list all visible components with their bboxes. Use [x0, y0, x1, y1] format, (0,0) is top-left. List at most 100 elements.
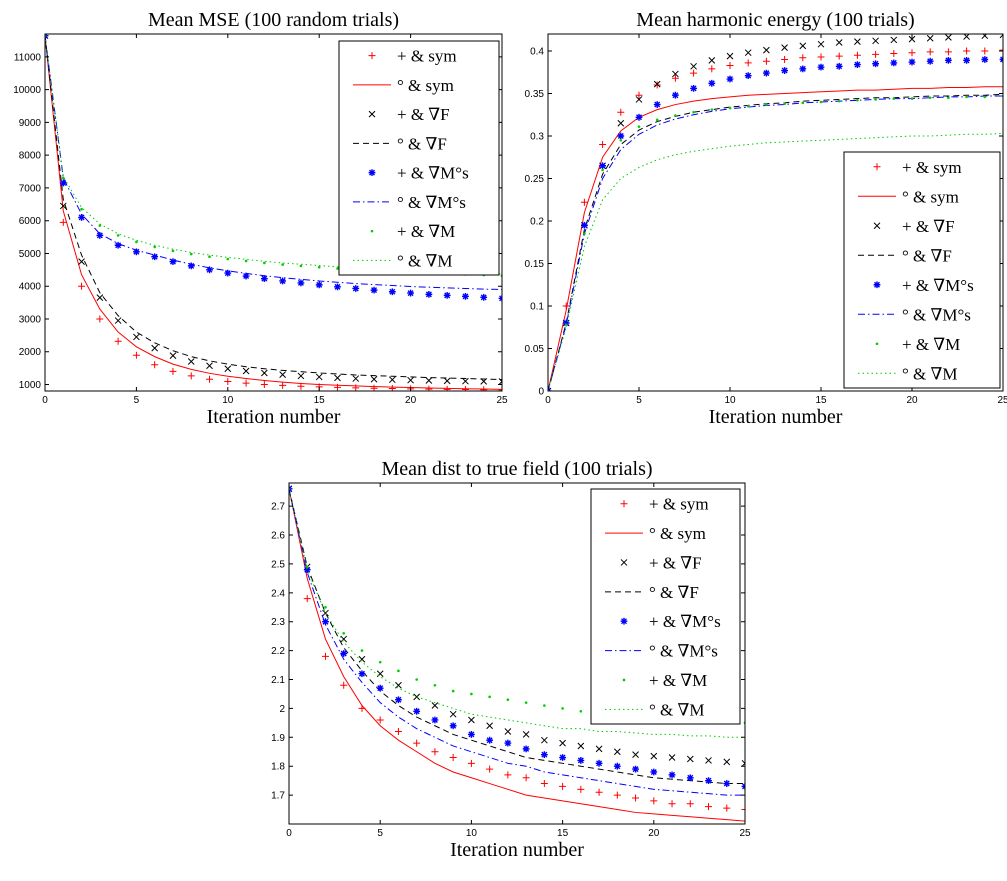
series-plus-nabla-m-point — [244, 259, 248, 263]
series-plus-nabla-f-point — [744, 49, 752, 57]
series-o-nabla-mos-line — [289, 488, 745, 796]
series-plus-sym-point — [890, 50, 898, 58]
y-tick-label: 6000 — [19, 216, 42, 227]
y-tick-label: 0.15 — [525, 259, 545, 270]
series-plus-nabla-mos-point — [322, 618, 329, 626]
x-tick-label: 10 — [222, 395, 234, 406]
series-plus-nabla-mos-point — [723, 780, 731, 787]
series-plus-sym-point — [599, 141, 607, 148]
series-plus-nabla-f-point — [981, 34, 989, 40]
y-tick-label: 7000 — [19, 183, 42, 194]
series-plus-nabla-f-point — [96, 294, 104, 302]
series-plus-nabla-m-point — [543, 704, 546, 707]
x-tick-label: 5 — [636, 395, 642, 406]
series-plus-nabla-m-point — [983, 95, 987, 99]
y-tick-label: 2.1 — [271, 675, 285, 686]
series-o-nabla-mos-line — [45, 35, 502, 290]
series-plus-nabla-m-point — [637, 125, 641, 128]
series-plus-sym-point — [817, 53, 825, 61]
axes-frame — [44, 33, 503, 392]
series-plus-sym-point — [781, 56, 789, 63]
y-tick-label: 2 — [279, 704, 285, 715]
series-plus-sym-point — [595, 788, 603, 796]
legend-o-sym-label: ° & sym — [397, 76, 454, 95]
series-plus-nabla-f-point — [486, 722, 493, 730]
y-tick-label: 4000 — [19, 282, 42, 293]
legend-o-nabla-m-label: ° & ∇M — [649, 700, 705, 719]
series-plus-nabla-f-point — [388, 376, 396, 384]
series-plus-nabla-f-point — [999, 34, 1003, 39]
series-plus-nabla-f-point — [653, 80, 661, 88]
y-tick-label: 0.4 — [530, 47, 544, 58]
series-plus-nabla-mos-point — [835, 62, 843, 70]
series-plus-nabla-m-point — [397, 669, 400, 673]
y-tick-label: 1000 — [19, 380, 42, 391]
chart-mse: Mean MSE (100 random trials) 0 5 10 15 20 25 10… — [13, 9, 508, 428]
series-plus-nabla-mos-point — [817, 63, 825, 71]
series-plus-nabla-f-point — [206, 362, 213, 370]
series-plus-nabla-f-point — [617, 119, 625, 127]
y-tick-label: 0.2 — [530, 217, 544, 228]
legend-plus-nabla-f-label: + & ∇F — [649, 553, 702, 572]
chart-title: Mean MSE (100 random trials) — [148, 9, 399, 31]
series-plus-nabla-mos-point — [635, 113, 643, 121]
legend-o-nabla-m-label: ° & ∇M — [902, 364, 958, 383]
series-plus-nabla-f-point — [425, 377, 433, 384]
y-tick-label: 2000 — [19, 347, 42, 358]
series-plus-nabla-mos-point — [632, 765, 639, 773]
x-tick-label: 25 — [739, 828, 751, 839]
series-plus-nabla-m-point — [856, 99, 859, 102]
series-plus-nabla-m-point — [342, 631, 346, 635]
y-tick-label: 9000 — [19, 118, 42, 129]
legend-plus-sym-label: + & sym — [397, 47, 457, 66]
series-plus-nabla-mos-point — [781, 67, 788, 74]
series-plus-nabla-m-point — [728, 106, 732, 110]
x-tick-label: 15 — [557, 828, 569, 839]
series-plus-nabla-mos-point — [686, 774, 694, 782]
x-tick-label: 5 — [377, 828, 383, 839]
legend-o-nabla-f-label: ° & ∇F — [902, 246, 952, 265]
series-plus-sym-point — [853, 51, 861, 59]
series-plus-nabla-f-point — [468, 716, 475, 724]
legend-o-nabla-m-label: ° & ∇M — [397, 251, 453, 270]
series-plus-sym-point — [425, 385, 433, 391]
series-plus-sym-point — [522, 774, 530, 782]
series-plus-nabla-f-point — [498, 378, 502, 385]
series-plus-sym-point — [708, 65, 716, 73]
series-plus-nabla-mos-point — [114, 241, 122, 249]
series-plus-nabla-mos-point — [581, 221, 588, 229]
series-plus-nabla-f-point — [908, 35, 916, 43]
y-tick-label: 2.7 — [271, 502, 285, 513]
series-plus-nabla-mos-point — [151, 253, 159, 261]
series-plus-nabla-f-point — [322, 609, 329, 617]
y-tick-label: 1.8 — [271, 762, 285, 773]
legend-plus-nabla-f-label: + & ∇F — [397, 105, 450, 124]
series-plus-sym-markers — [289, 485, 745, 814]
series-plus-nabla-m-point — [488, 695, 491, 699]
series-plus-nabla-mos-markers — [548, 56, 1003, 391]
series-plus-sym-point — [726, 61, 734, 69]
series-plus-nabla-f-markers — [289, 485, 745, 767]
legend: + & sym ° & sym + & ∇F ° & ∇F + & ∇M°s ° & ∇M… — [590, 488, 741, 725]
x-tick-label: 25 — [997, 395, 1007, 406]
series-plus-nabla-f-point — [686, 755, 694, 763]
series-plus-nabla-m-point — [171, 249, 175, 253]
legend-frame — [843, 151, 1001, 389]
series-plus-nabla-mos-point — [708, 79, 716, 87]
series-plus-nabla-m-point — [451, 689, 455, 693]
series-plus-nabla-m-point — [208, 255, 211, 259]
series-plus-sym-point — [376, 716, 384, 724]
series-plus-sym-point — [671, 74, 679, 82]
series-plus-nabla-m-point — [910, 97, 914, 100]
series-plus-sym-point — [799, 54, 807, 62]
series-plus-nabla-mos-point — [690, 85, 697, 92]
series-plus-nabla-f-point — [726, 52, 734, 60]
series-plus-nabla-mos-point — [486, 736, 494, 744]
legend-frame — [590, 488, 741, 725]
legend-plus-nabla-m-swatch — [622, 678, 626, 682]
legend-o-nabla-f-label: ° & ∇F — [397, 134, 447, 153]
series-plus-nabla-m-point — [470, 692, 473, 696]
series-plus-nabla-f-point — [187, 358, 195, 365]
series-plus-nabla-mos-point — [395, 696, 402, 704]
